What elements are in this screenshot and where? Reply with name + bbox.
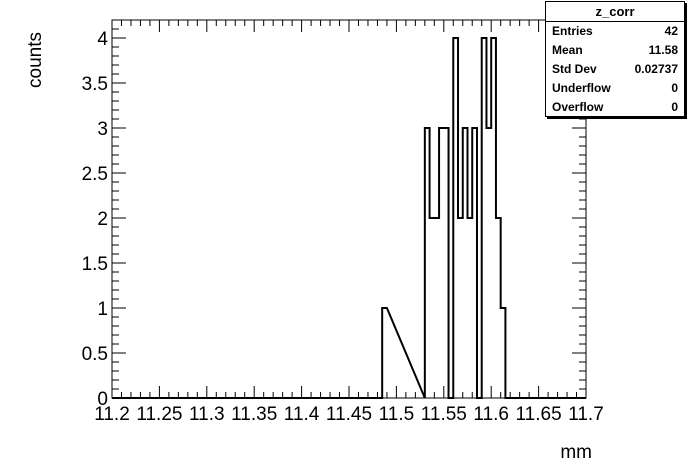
- stats-value: 0: [671, 100, 678, 114]
- stats-label: Std Dev: [552, 62, 597, 76]
- y-tick-label: 1: [97, 299, 108, 320]
- y-tick-label: 0.5: [82, 344, 108, 365]
- x-tick-label: 11.65: [516, 404, 562, 425]
- x-axis-title: mm: [560, 442, 592, 463]
- x-axis: 11.2 11.25 11.3 11.35 11.4 11.45 11.5 11.55 11.6…: [94, 20, 604, 425]
- x-tick-label: 11.2: [94, 404, 130, 425]
- stats-value: 0: [671, 81, 678, 95]
- y-tick-label: 0: [97, 389, 108, 410]
- y-axis-title: counts: [25, 32, 46, 88]
- plot-frame: [111, 19, 587, 399]
- stats-row-entries: Entries 42: [546, 22, 684, 41]
- x-tick-label: 11.25: [136, 404, 182, 425]
- stats-row-mean: Mean 11.58: [546, 41, 684, 60]
- x-tick-label: 11.6: [473, 404, 509, 425]
- x-tick-label: 11.3: [189, 404, 225, 425]
- histogram-bin: [434, 218, 439, 398]
- stats-label: Entries: [552, 24, 593, 38]
- stats-box-title: z_corr: [546, 2, 684, 22]
- histogram-outline: [112, 37, 586, 399]
- y-tick-label: 2: [97, 209, 108, 230]
- y-tick-label: 1.5: [82, 254, 108, 275]
- stats-box: z_corr Entries 42 Mean 11.58 Std Dev 0.0…: [545, 1, 685, 117]
- y-tick-label: 2.5: [82, 164, 108, 185]
- x-tick-label: 11.55: [421, 404, 467, 425]
- stats-row-overflow: Overflow 0: [546, 98, 684, 117]
- x-tick-label: 11.5: [379, 404, 415, 425]
- stats-value: 0.02737: [634, 62, 678, 76]
- y-tick-label: 4: [97, 29, 108, 50]
- stats-label: Mean: [552, 43, 583, 57]
- stats-label: Overflow: [552, 100, 604, 114]
- x-tick-label: 11.4: [284, 404, 320, 425]
- stats-value: 42: [664, 24, 678, 38]
- y-tick-label: 3.5: [82, 74, 108, 95]
- y-tick-label: 3: [97, 119, 108, 140]
- histogram-bin: [486, 128, 491, 398]
- x-tick-label: 11.35: [231, 404, 277, 425]
- stats-row-underflow: Underflow 0: [546, 79, 684, 98]
- stats-row-std-dev: Std Dev 0.02737: [546, 60, 684, 79]
- histogram-bin: [458, 218, 463, 398]
- x-tick-label: 11.7: [568, 404, 604, 425]
- x-tick-label: 11.45: [326, 404, 372, 425]
- stats-value: 11.58: [648, 43, 678, 57]
- histogram-bin: [430, 218, 435, 398]
- y-axis: 0 0.5 1 1.5 2 2.5 3 3.5 4: [82, 28, 586, 410]
- stats-label: Underflow: [552, 81, 611, 95]
- histogram-bin: [468, 218, 473, 398]
